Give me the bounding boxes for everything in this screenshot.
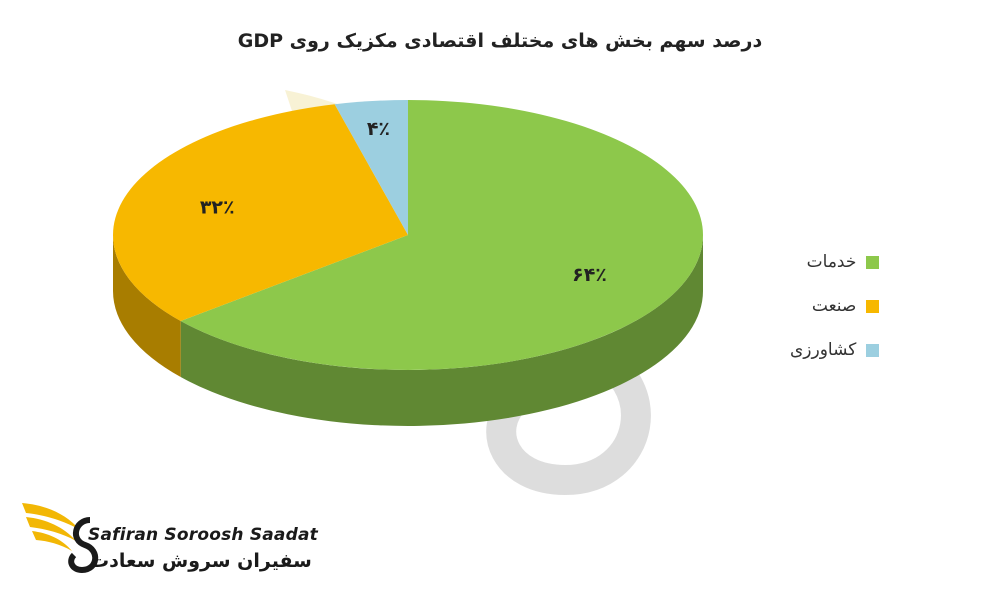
legend-swatch-services	[866, 255, 880, 269]
brand-name-fa: سفیران سروش سعادت	[90, 550, 312, 572]
legend-swatch-industry	[866, 299, 880, 313]
legend-swatch-agriculture	[866, 343, 880, 357]
legend-item-industry: صنعت	[790, 284, 880, 328]
pie-slice-industry	[112, 104, 409, 322]
pie-slice-services	[180, 100, 704, 370]
legend-label-agriculture: کشاورزی	[790, 340, 857, 360]
chart-title: درصد سهم بخش های مختلف اقتصادی مکزیک روی…	[237, 30, 763, 52]
pie-label-industry: ۳۲٪	[200, 197, 235, 219]
legend-item-agriculture: کشاورزی	[790, 328, 880, 372]
brand-name-en: Safiran Soroosh Saadat	[88, 525, 318, 545]
brand-logo: Safiran Soroosh Saadat سفیران سروش سعادت	[20, 495, 318, 585]
legend-item-services: خدمات	[790, 240, 880, 284]
wing-icon	[22, 503, 99, 574]
legend-label-industry: صنعت	[811, 296, 857, 316]
legend-label-services: خدمات	[806, 252, 857, 272]
legend: خدمات صنعت کشاورزی	[790, 240, 880, 372]
pie-label-services: ۶۴٪	[572, 264, 607, 286]
pie-slice-agriculture	[334, 100, 408, 235]
pie-label-agriculture: ۴٪	[367, 118, 390, 140]
pie-side-services	[180, 235, 703, 426]
pie-side-industry	[112, 235, 181, 378]
